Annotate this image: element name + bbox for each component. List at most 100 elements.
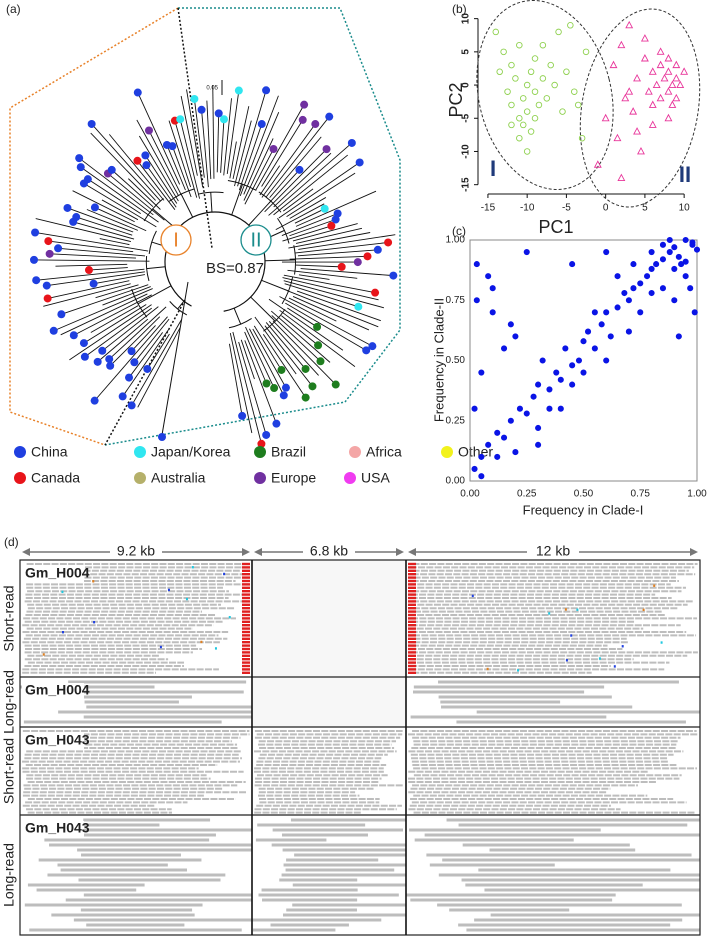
data-point — [689, 239, 696, 246]
mismatch — [93, 621, 96, 624]
tree-branch — [60, 293, 148, 336]
mismatch — [242, 641, 250, 644]
tree-branch — [229, 332, 253, 434]
tree-branch — [64, 284, 149, 314]
empty-region — [252, 560, 406, 677]
accession-dot — [57, 310, 66, 319]
mismatch — [242, 569, 250, 572]
data-point — [659, 285, 667, 292]
tree-branch — [248, 200, 272, 226]
y-axis-label: PC2 — [446, 82, 466, 117]
data-point — [653, 261, 660, 268]
mismatch — [408, 658, 416, 661]
data-point — [508, 61, 515, 69]
data-point — [580, 369, 587, 376]
mismatch — [242, 613, 250, 617]
data-point — [494, 429, 501, 436]
accession-dot — [262, 430, 271, 439]
mismatch — [564, 608, 567, 611]
accession-dot — [313, 322, 322, 331]
arrow-head — [396, 548, 404, 556]
tree-branch — [78, 217, 133, 236]
data-point — [559, 108, 566, 115]
data-point — [478, 473, 485, 480]
accession-dot — [262, 379, 271, 388]
data-point — [672, 93, 681, 102]
tree-branch — [149, 132, 182, 196]
tree-branch — [296, 290, 381, 322]
data-point — [672, 60, 681, 69]
mismatch — [185, 597, 188, 601]
x-axis-label: PC1 — [538, 217, 573, 237]
data-point — [656, 60, 665, 69]
accession-dot — [31, 228, 40, 237]
tree-branch — [254, 316, 297, 375]
accession-dot — [262, 86, 271, 95]
tree-branch — [228, 343, 243, 414]
track-bg — [22, 733, 84, 749]
data-point — [527, 128, 535, 135]
data-point — [500, 345, 508, 352]
accession-dot — [44, 237, 53, 246]
legend-swatch — [344, 472, 356, 484]
data-point — [617, 173, 626, 181]
mismatch — [408, 583, 416, 586]
accession-dot — [190, 94, 199, 103]
accession-dot — [130, 358, 139, 367]
tree-branch — [99, 238, 130, 246]
mismatch — [576, 608, 579, 611]
mismatch — [242, 573, 250, 576]
span-label: 9.2 kb — [117, 543, 155, 559]
tree-branch — [282, 226, 329, 242]
mismatch — [408, 647, 416, 651]
mismatch — [408, 627, 416, 630]
data-point — [660, 73, 669, 82]
mismatch — [214, 647, 217, 650]
y-tick-label: -15 — [461, 177, 472, 192]
tree-branch — [243, 112, 280, 195]
data-point — [648, 120, 657, 128]
data-point — [637, 280, 644, 287]
accession-dot — [308, 382, 317, 391]
mismatch — [642, 608, 645, 612]
tree-branch — [168, 120, 192, 188]
mismatch — [242, 624, 250, 627]
tree-branch — [297, 249, 375, 257]
tree-branch — [216, 116, 220, 173]
data-point — [603, 309, 610, 316]
data-point — [574, 101, 582, 109]
data-point — [575, 357, 583, 364]
tree-branch — [287, 269, 358, 279]
tree-branch — [169, 301, 188, 316]
mismatch — [408, 569, 416, 572]
tree-branch — [226, 93, 239, 175]
accession-dot — [133, 156, 142, 165]
data-point — [500, 48, 507, 56]
tree-branch — [287, 307, 315, 326]
data-point — [664, 67, 673, 75]
legend-swatch — [134, 446, 146, 458]
tree-branch — [82, 168, 159, 223]
accession-dot — [45, 249, 54, 258]
data-point — [519, 95, 527, 102]
tree-branch — [229, 141, 237, 179]
mismatch — [408, 593, 416, 596]
y-tick-label: 0.50 — [446, 355, 466, 366]
accession-dot — [331, 215, 340, 224]
tree-branch — [298, 234, 396, 250]
tree-branch — [278, 163, 358, 219]
data-point — [471, 405, 478, 412]
x-tick-label: 0 — [603, 203, 609, 214]
mismatch — [408, 661, 416, 664]
tree-branch — [180, 193, 194, 218]
accession-dot — [295, 165, 304, 174]
data-point — [489, 285, 496, 292]
panel-label: (b) — [452, 2, 467, 16]
tree-branch — [108, 134, 165, 201]
mismatch — [408, 634, 416, 637]
scale-label: 0.05 — [206, 86, 218, 92]
tree-branch — [70, 208, 134, 233]
tree-branch — [244, 331, 266, 381]
mismatch — [242, 664, 250, 668]
